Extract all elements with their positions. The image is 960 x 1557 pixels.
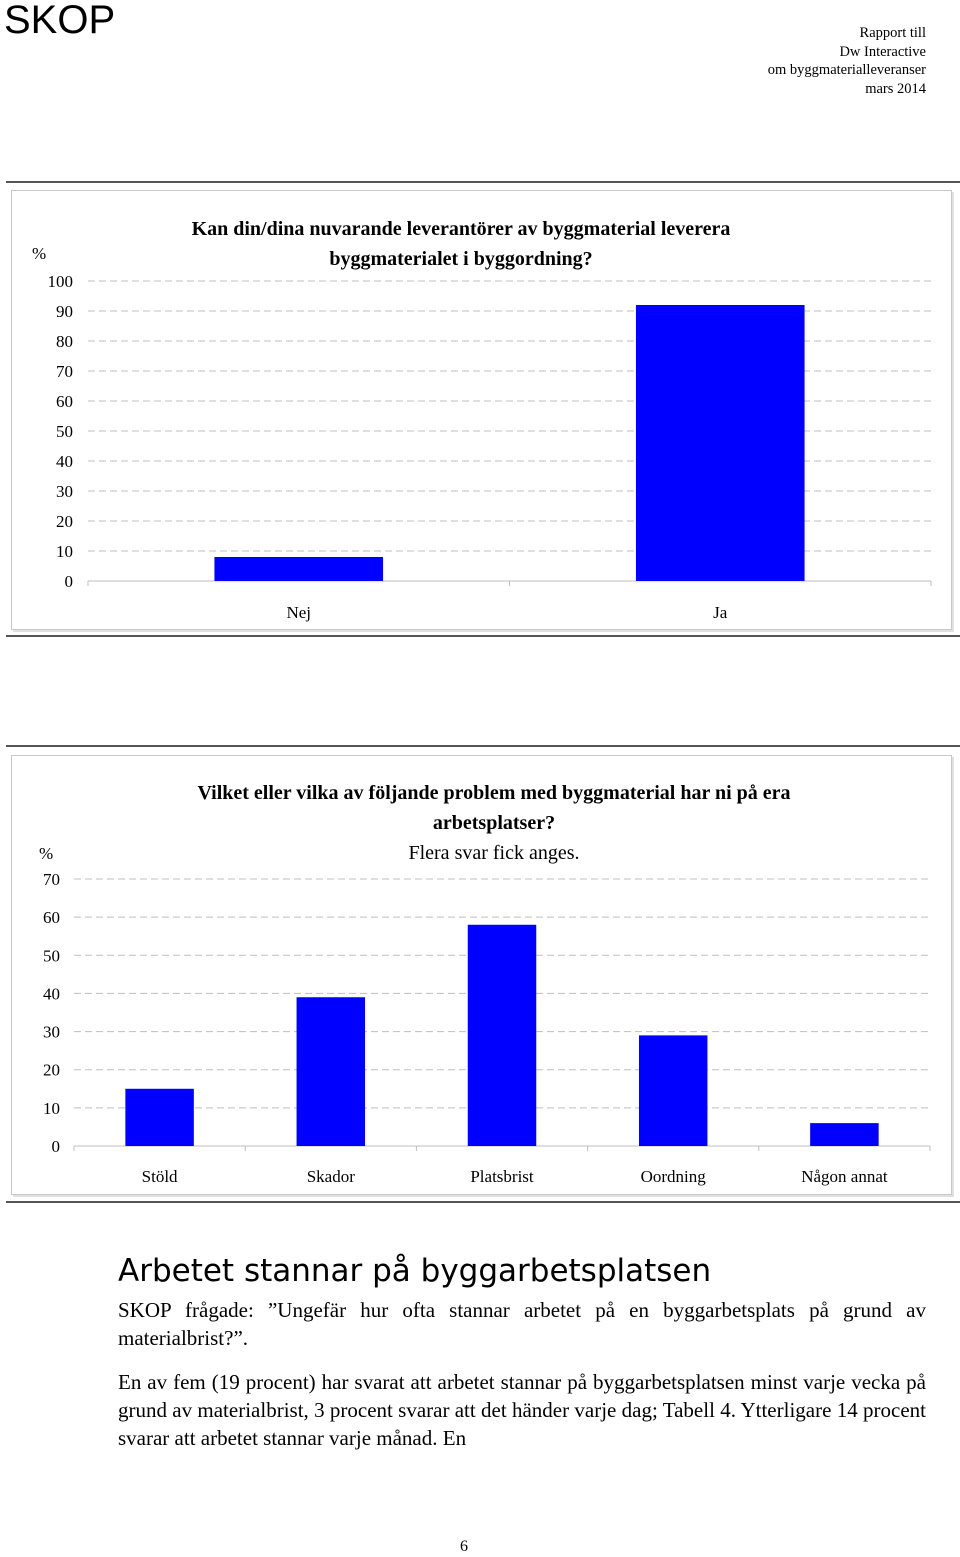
y-tick-label: 70 — [56, 362, 73, 381]
y-tick-label: 10 — [43, 1099, 60, 1118]
report-meta-line: Dw Interactive — [839, 43, 926, 60]
y-axis-label: % — [39, 844, 53, 863]
category-label: Nej — [286, 603, 311, 622]
y-tick-label: 50 — [56, 422, 73, 441]
y-tick-label: 10 — [56, 542, 73, 561]
bar — [214, 557, 384, 581]
y-tick-label: 60 — [43, 908, 60, 927]
page-number: 6 — [460, 1538, 468, 1555]
y-tick-label: 80 — [56, 332, 73, 351]
chart-title: byggmaterialet i byggordning? — [329, 248, 592, 270]
section-title: Arbetet stannar på byggarbetsplatsen — [118, 1253, 712, 1289]
question-paragraph: SKOP frågade: ”Ungefär hur ofta stannar … — [118, 1298, 926, 1350]
bar — [467, 924, 537, 1146]
bar — [638, 1035, 708, 1146]
chart-title: Vilket eller vilka av följande problem m… — [197, 782, 790, 804]
report-meta-line: Rapport till — [859, 25, 926, 41]
chart-title: Kan din/dina nuvarande leverantörer av b… — [192, 218, 731, 240]
chart-subtitle: Flera svar fick anges. — [408, 842, 579, 864]
report-meta: Rapport till Dw Interactive om byggmater… — [768, 24, 926, 98]
bar — [810, 1123, 879, 1146]
y-tick-label: 20 — [56, 512, 73, 531]
bar — [296, 997, 366, 1146]
y-tick-label: 60 — [56, 392, 73, 411]
report-meta-line: om byggmaterialleveranser — [767, 62, 926, 78]
y-tick-label: 0 — [52, 1137, 61, 1156]
category-label: Platsbrist — [470, 1167, 534, 1186]
divider — [6, 635, 960, 637]
y-tick-label: 30 — [43, 1023, 60, 1042]
bar — [125, 1088, 194, 1146]
y-tick-label: 100 — [48, 272, 74, 291]
divider — [6, 745, 960, 747]
y-tick-label: 50 — [43, 946, 60, 965]
category-label: Någon annat — [801, 1167, 888, 1186]
y-axis-label: % — [32, 244, 46, 263]
chart-delivery-order: Kan din/dina nuvarande leverantörer av b… — [32, 218, 932, 622]
category-label: Stöld — [142, 1167, 178, 1186]
y-tick-label: 30 — [56, 482, 73, 501]
logo: SKOP — [4, 0, 116, 42]
body-paragraph: En av fem (19 procent) har svarat att ar… — [118, 1370, 926, 1450]
y-tick-label: 90 — [56, 302, 73, 321]
y-tick-label: 0 — [65, 572, 74, 591]
category-label: Oordning — [641, 1167, 707, 1186]
category-label: Ja — [713, 603, 728, 622]
y-tick-label: 40 — [56, 452, 73, 471]
chart-workplace-problems: Vilket eller vilka av följande problem m… — [39, 782, 931, 1186]
chart-frame-workplace-problems: Vilket eller vilka av följande problem m… — [11, 755, 952, 1195]
y-tick-label: 70 — [43, 870, 60, 889]
divider — [6, 181, 960, 183]
chart-title: arbetsplatser? — [433, 812, 555, 834]
category-label: Skador — [307, 1167, 356, 1186]
divider — [6, 1201, 960, 1203]
bar — [635, 305, 805, 581]
y-tick-label: 20 — [43, 1061, 60, 1080]
report-meta-line: mars 2014 — [865, 80, 926, 97]
y-tick-label: 40 — [43, 984, 60, 1003]
chart-frame-delivery-order: Kan din/dina nuvarande leverantörer av b… — [11, 190, 952, 630]
